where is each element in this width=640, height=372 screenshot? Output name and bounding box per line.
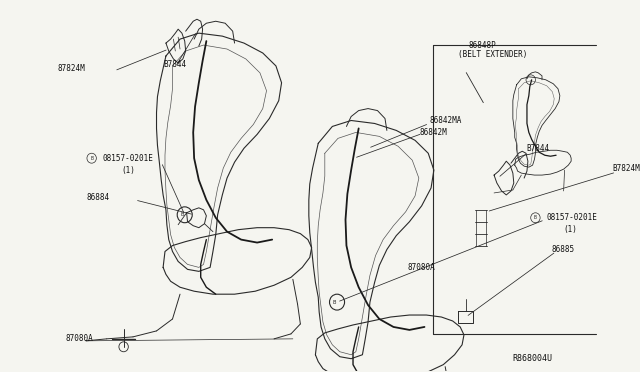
- Text: B7844: B7844: [163, 60, 186, 70]
- Text: B: B: [534, 215, 537, 220]
- Text: B: B: [90, 156, 93, 161]
- Text: 87824M: 87824M: [58, 64, 86, 73]
- Text: (1): (1): [564, 225, 577, 234]
- Text: 86842M: 86842M: [420, 128, 447, 137]
- Text: (BELT EXTENDER): (BELT EXTENDER): [458, 51, 528, 60]
- Text: 87080A: 87080A: [65, 334, 93, 343]
- Text: R868004U: R868004U: [512, 354, 552, 363]
- Bar: [173, 207, 182, 223]
- Text: 86884: 86884: [86, 193, 109, 202]
- Text: 08157-0201E: 08157-0201E: [547, 213, 598, 222]
- Text: B7824M: B7824M: [612, 164, 640, 173]
- Text: (1): (1): [122, 166, 136, 174]
- Text: B: B: [180, 212, 184, 217]
- Text: B7844: B7844: [526, 144, 549, 153]
- Text: 86885: 86885: [552, 245, 575, 254]
- Text: 86848P: 86848P: [468, 41, 497, 49]
- Text: B: B: [333, 299, 336, 305]
- Text: 08157-0201E: 08157-0201E: [103, 154, 154, 163]
- Text: 87080A: 87080A: [408, 263, 435, 272]
- Text: 86842MA: 86842MA: [429, 116, 461, 125]
